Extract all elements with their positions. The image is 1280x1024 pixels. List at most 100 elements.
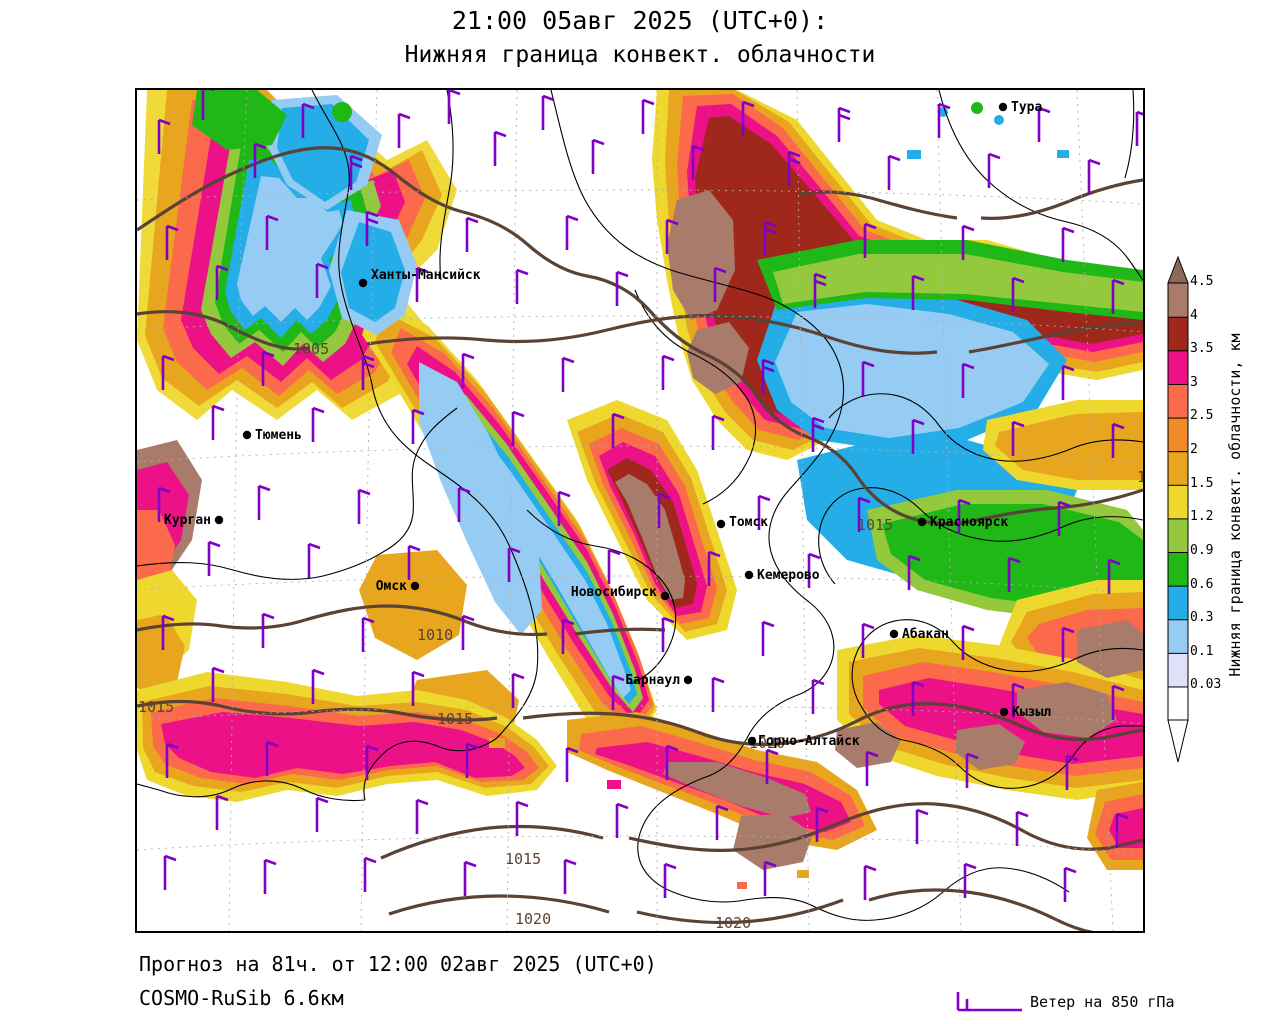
colorbar-tick-label: 2 (1190, 442, 1198, 458)
wind-barb (507, 546, 521, 582)
wind-barb (813, 272, 827, 308)
wind-barb (363, 856, 377, 892)
wind-barb (365, 210, 379, 246)
wind-barb (161, 354, 175, 390)
wind-barb (161, 614, 175, 650)
wind-barb (707, 550, 721, 586)
wind-barb (457, 486, 471, 522)
wind-barb (465, 216, 479, 252)
wind-barb (715, 804, 729, 840)
colorbar-band (1167, 282, 1189, 318)
wind-barb (447, 90, 461, 124)
colorbar-band (1167, 383, 1189, 419)
colorbar-tick-label: 3.5 (1190, 341, 1214, 357)
cloud-base-field (137, 90, 1143, 889)
wind-barb (261, 350, 275, 386)
wind-barb (615, 270, 629, 306)
wind-barb (665, 218, 679, 254)
colorbar-band (1167, 685, 1189, 722)
wind-barb (263, 858, 277, 894)
wind-barb (561, 356, 575, 392)
wind-barb (511, 410, 525, 446)
isobar-label: 1015 (505, 850, 541, 868)
colorbar-tick-label: 4.5 (1190, 274, 1214, 289)
wind-barb (165, 742, 179, 778)
wind-barb (911, 274, 925, 310)
wind-barb (311, 406, 325, 442)
city-label: Тюмень (255, 428, 302, 443)
isobar-label: 1015 (437, 710, 473, 728)
wind-barb (691, 144, 705, 180)
wind-barb (349, 154, 363, 190)
wind-barb (461, 352, 475, 388)
wind-barb (1061, 226, 1075, 262)
wind-barb (1063, 866, 1077, 902)
wind-barb (761, 620, 775, 656)
city-label: Красноярск (930, 515, 1008, 530)
wind-barb (1037, 106, 1051, 142)
wind-barb (461, 614, 475, 650)
city-label: Новосибирск (571, 585, 657, 600)
wind-barb (415, 266, 429, 302)
city-dot (716, 519, 726, 529)
wind-barb (157, 118, 171, 154)
colorbar-tick-label: 0.9 (1190, 542, 1214, 558)
city-label: Курган (164, 513, 211, 528)
colorbar-tick-label: 4 (1190, 307, 1198, 323)
wind-barb (641, 98, 655, 134)
wind-barb (1135, 110, 1143, 146)
city-dot (358, 278, 368, 288)
wind-barb (515, 800, 529, 836)
wind-barb (957, 498, 971, 534)
wind-barb (511, 672, 525, 708)
wind-barb (1011, 420, 1025, 456)
forecast-run-info: Прогноз на 81ч. от 12:00 02авг 2025 (UTC… (139, 952, 657, 976)
graticule (137, 90, 1143, 931)
wind-barb (865, 750, 879, 786)
wind-barb (611, 412, 625, 448)
wind-barb (541, 94, 555, 130)
city-dot (242, 430, 252, 440)
city-dot (410, 581, 420, 591)
colorbar-band (1167, 517, 1189, 554)
wind-barb (563, 858, 577, 894)
colorbar-tick-label: 3 (1190, 374, 1198, 390)
wind-barb (863, 222, 877, 258)
wind-barb (157, 486, 171, 522)
colorbar-tick-label: 0.6 (1190, 576, 1214, 592)
wind-barb (357, 488, 371, 524)
wind-barb (211, 404, 225, 440)
wind-barb (361, 616, 375, 652)
wind-barb (837, 106, 851, 142)
city-label: Абакан (902, 627, 949, 642)
isobar-label: 1010 (417, 626, 453, 644)
wind-legend-label: Ветер на 850 гПа (1030, 993, 1175, 1011)
wind-barb (1111, 684, 1125, 720)
colorbar-band (1167, 316, 1189, 352)
colorbar-band (1167, 484, 1189, 520)
colorbar-band (1167, 618, 1189, 654)
wind-barb (911, 418, 925, 454)
city-label: Кемерово (757, 568, 820, 583)
wind-barb (261, 612, 275, 648)
model-name: COSMO-RuSib 6.6км (139, 986, 344, 1010)
wind-barb (713, 266, 727, 302)
isobar-label: 1015 (138, 698, 174, 716)
wind-barb (741, 100, 755, 136)
isobar-label: 1015 (857, 516, 893, 534)
wind-barb (607, 548, 621, 584)
wind-barb (911, 680, 925, 716)
weather-map[interactable]: 1005 1015 1010 1015 1015 1010 1015 1020 … (135, 88, 1145, 933)
city-label: Кызыл (1012, 705, 1051, 720)
wind-barb (463, 860, 477, 896)
city-dot (889, 629, 899, 639)
colorbar-tick-label: 1.2 (1190, 509, 1214, 525)
wind-legend: Ветер на 850 гПа (950, 990, 1270, 1020)
colorbar-tick-label: 0.3 (1190, 610, 1214, 626)
wind-barb (1015, 810, 1029, 846)
city-label: Тура (1011, 100, 1042, 115)
wind-barb (887, 154, 901, 190)
wind-barbs (157, 90, 1143, 902)
wind-barb (165, 224, 179, 260)
wind-barb (811, 678, 825, 714)
